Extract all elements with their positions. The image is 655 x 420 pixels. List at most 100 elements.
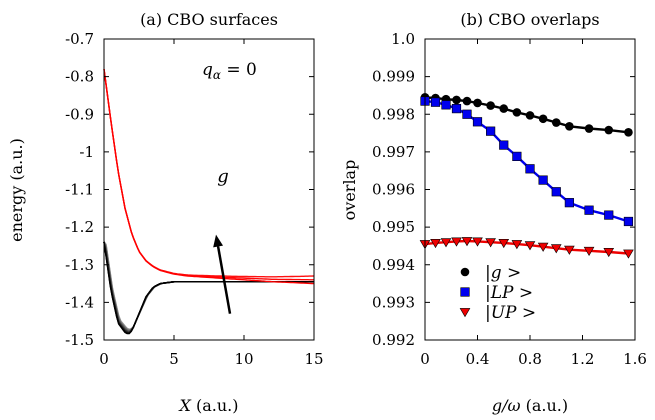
panel-a-x-label: X (a.u.) [178,396,239,415]
legend-marker [460,287,470,297]
upper-surface-curve [104,69,314,267]
g-arrow-label: g [217,166,229,187]
y-tick-label: 1.0 [391,30,415,48]
panel-b-title: (b) CBO overlaps [460,10,599,29]
lower-surface-curve [103,241,314,333]
legend: |g >|LP >|UP > [459,263,536,323]
data-point [525,164,535,174]
series [420,93,633,137]
data-point [564,245,575,255]
y-tick-label: -1.4 [65,293,94,311]
g-arrow-head [213,234,224,248]
lower-surface-curve [103,242,314,335]
y-tick-label: -0.9 [65,105,94,123]
panel-b-y-label: overlap [340,160,359,221]
lower-surface-curve [103,241,314,334]
legend-var: LP [490,283,514,303]
lower-surface-curve [103,241,314,335]
overlap-series [419,93,634,259]
data-point [441,100,451,110]
upper-surface-curve [103,69,315,285]
legend-label: |UP > [485,303,536,323]
x-tick-label: 1.2 [571,350,595,368]
data-point [537,242,549,252]
data-point [603,248,615,258]
y-tick-label: -1 [79,143,94,161]
panel-a-y-label: energy (a.u.) [7,138,26,242]
legend-tail: > [517,303,537,323]
y-tick-label: -1.5 [65,331,94,349]
data-point [524,241,536,251]
data-point [512,108,522,117]
data-point [430,97,441,107]
y-tick-label: 0.998 [372,105,415,123]
lower-surface-curve [103,241,314,333]
panel-b-x-label-unit: (a.u.) [521,396,569,415]
series [420,96,634,227]
panel-b: (b) CBO overlaps 0.9920.9930.9940.9950.9… [340,10,647,415]
series-line [424,239,629,255]
lower-surface-family [103,241,314,335]
data-point [550,244,562,254]
lower-surface-curve [103,241,314,334]
data-point [462,109,472,119]
lower-surface-curve [103,241,314,335]
data-point [604,125,614,135]
data-point [486,101,495,110]
lower-surface-curve [103,241,314,334]
y-tick-label: 0.994 [372,256,415,274]
upper-surface-curve [104,69,314,271]
lower-surface-curve [103,241,314,331]
panel-b-x-ticks: 0 0.4 0.8 1.2 1.6 [420,39,647,368]
data-point [551,118,561,127]
q-subscript: α [213,68,221,82]
g-arrow [216,246,232,314]
lower-surface-curve [103,241,314,333]
legend-bar: | [485,303,491,323]
legend-bar: | [485,283,491,303]
upper-surface-curve [103,69,314,281]
x-tick-label: 5 [169,350,179,368]
data-point [486,126,496,136]
data-point [584,124,594,133]
x-tick-label: 10 [234,350,253,368]
x-tick-label: 0 [99,350,109,368]
data-point [499,104,509,113]
lower-surface-curve [103,241,314,332]
panel-a: (a) CBO surfaces -1.5-1.4-1.3-1.2-1.1-1-… [7,10,324,415]
upper-surface-curve [104,69,314,270]
series [419,237,634,259]
lower-surface-curve [103,241,314,334]
lower-surface-curve [103,241,314,332]
q-rest: = 0 [221,60,257,80]
data-point [565,121,574,131]
panel-a-y-ticks: -1.5 -1.4 -1.3 -1.2 -1.1 -1 -0.9 -0.8 -0.7 [65,30,314,349]
panel-a-frame [103,38,315,341]
data-point [462,96,472,106]
data-point [538,175,548,185]
y-tick-label: -0.8 [65,68,94,86]
legend-marker [459,308,471,318]
lower-surface-curve [103,241,314,334]
legend-label: |LP > [485,283,533,303]
data-point [511,240,523,250]
upper-surface-curve [104,69,314,269]
panel-b-y-ticks: 0.992 0.993 0.994 0.995 0.996 0.997 0.998 0.999… [372,30,635,349]
series-line [424,99,629,223]
y-tick-label: -0.7 [65,30,94,48]
data-point [451,237,462,247]
legend-label: |g > [485,263,521,283]
upper-surface-curve [104,69,314,268]
data-point [512,151,522,161]
y-tick-label: 0.992 [372,331,415,349]
legend-var: g [491,263,502,283]
legend-marker [460,267,470,277]
data-point [440,238,452,248]
data-point [472,117,483,127]
data-point [604,210,614,220]
data-point [624,128,633,137]
data-point [430,239,441,249]
panel-b-x-label: g/ω (a.u.) [492,396,568,415]
x-tick-label: 15 [304,350,323,368]
y-tick-label: 0.997 [372,143,415,161]
